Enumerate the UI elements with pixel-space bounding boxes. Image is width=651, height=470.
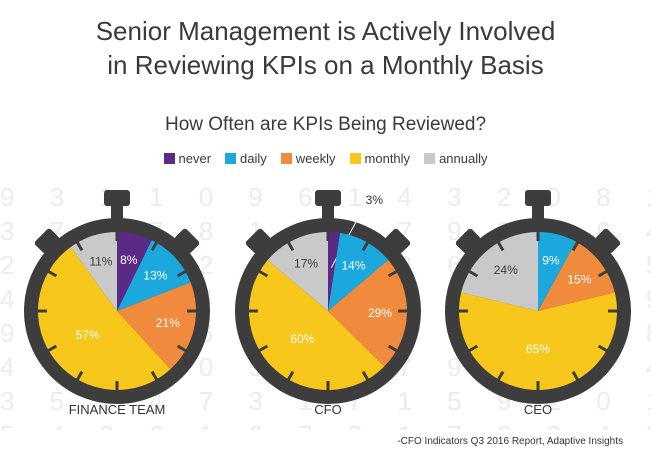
- pie-slice-weekly: [117, 282, 197, 370]
- stopwatch-crown: [315, 190, 341, 206]
- legend-label-monthly: monthly: [364, 151, 411, 166]
- dial-tick: [361, 370, 370, 382]
- legend-item-weekly: weekly: [280, 151, 336, 166]
- dial-tick: [467, 344, 479, 353]
- pie-slice-daily: [538, 232, 576, 311]
- stopwatch-stem: [322, 204, 334, 220]
- source-note: -CFO Indicators Q3 2016 Report, Adaptive…: [397, 436, 623, 447]
- chart-label-finance-team: FINANCE TEAM: [69, 402, 166, 417]
- dial-tick: [46, 269, 58, 278]
- dial-tick: [75, 240, 84, 252]
- dial-tick: [150, 370, 159, 382]
- dial-tick: [176, 269, 188, 278]
- stopwatch-ceo: 9% 15% 65% 24% CEO: [445, 190, 631, 417]
- dial-tick: [467, 269, 479, 278]
- pie-slice-daily: [117, 240, 191, 311]
- title-line-1: Senior Management is Actively Involved: [95, 16, 556, 46]
- chart-label-cfo: CFO: [314, 402, 341, 417]
- pie-slice-monthly: [248, 259, 385, 391]
- dial-tick: [361, 240, 370, 252]
- title-line-2: in Reviewing KPIs on a Monthly Basis: [107, 50, 544, 80]
- dial-tick: [150, 240, 159, 252]
- stopwatch-cfo: 3% 14% 29% 60% 17% CFO: [235, 190, 421, 417]
- legend-swatch-annually: [424, 153, 436, 164]
- pie-slice-never: [117, 232, 152, 311]
- data-label-annually: 17%: [294, 257, 318, 271]
- stopwatch-left-button: [245, 228, 271, 254]
- data-label-weekly: 29%: [368, 306, 392, 320]
- legend-swatch-weekly: [280, 153, 292, 164]
- pie-slice-daily: [328, 232, 389, 311]
- data-label-monthly: 65%: [526, 342, 550, 356]
- stopwatch-left-button: [34, 228, 60, 254]
- stopwatch-stem: [111, 204, 123, 220]
- legend-swatch-monthly: [349, 153, 361, 164]
- stopwatch-left-button: [455, 228, 481, 254]
- dial-tick: [496, 240, 505, 252]
- legend-label-weekly: weekly: [295, 151, 336, 166]
- legend-label-daily: daily: [240, 151, 267, 166]
- data-label-annually: 24%: [494, 263, 518, 277]
- dial-tick: [571, 370, 580, 382]
- dial-tick: [286, 240, 295, 252]
- stopwatch-finance-team: 8% 13% 21% 57% 11% FINANCE TEAM: [24, 190, 210, 417]
- pie-slice-monthly: [38, 247, 171, 390]
- dial-tick: [46, 344, 58, 353]
- dial-tick: [286, 370, 295, 382]
- dial-tick: [75, 370, 84, 382]
- data-label-monthly: 57%: [76, 328, 100, 342]
- legend-swatch-never: [163, 153, 175, 164]
- legend-item-never: never: [163, 151, 212, 166]
- data-label-annually: 11%: [89, 254, 112, 268]
- dial-tick: [597, 344, 609, 353]
- dial-tick: [387, 269, 399, 278]
- legend-item-monthly: monthly: [349, 151, 411, 166]
- pie-slice-annually: [461, 232, 538, 311]
- data-label-daily: 14%: [341, 259, 365, 273]
- dial-tick: [257, 344, 269, 353]
- stopwatch-right-button: [385, 228, 411, 254]
- dial-tick: [496, 370, 505, 382]
- data-label-weekly: 21%: [156, 316, 180, 330]
- pie-slice-annually: [267, 232, 328, 311]
- pie-slice-never: [328, 232, 341, 311]
- pie-slice-weekly: [538, 241, 615, 311]
- data-label-never: 3%: [366, 193, 384, 207]
- dial-tick: [387, 344, 399, 353]
- stopwatch-crown: [525, 190, 551, 206]
- data-label-never: 8%: [120, 253, 138, 267]
- data-label-daily: 13%: [143, 269, 167, 283]
- data-label-weekly: 15%: [567, 272, 591, 286]
- chart-subtitle: How Often are KPIs Being Reviewed?: [164, 114, 487, 135]
- stopwatch-right-button: [595, 228, 621, 254]
- dial-tick: [176, 344, 188, 353]
- legend-swatch-daily: [225, 153, 237, 164]
- legend-label-never: never: [178, 151, 212, 166]
- legend-label-annually: annually: [439, 151, 488, 166]
- dial-tick: [571, 240, 580, 252]
- pie-slice-monthly: [459, 292, 617, 390]
- dial-tick: [257, 269, 269, 278]
- pie-slice-annually: [70, 232, 117, 311]
- data-label-monthly: 60%: [290, 332, 314, 346]
- chart-legend: never daily weekly monthly annually: [0, 151, 651, 166]
- stopwatch-crown: [104, 190, 130, 206]
- data-label-daily: 9%: [542, 253, 560, 267]
- stopwatch-right-button: [174, 228, 200, 254]
- legend-item-daily: daily: [225, 151, 267, 166]
- legend-item-annually: annually: [424, 151, 488, 166]
- dial-tick: [597, 269, 609, 278]
- page-title: Senior Management is Actively Involved i…: [0, 14, 651, 82]
- chart-label-ceo: CEO: [524, 402, 552, 417]
- stopwatch-stem: [532, 204, 544, 220]
- pie-slice-weekly: [328, 259, 408, 367]
